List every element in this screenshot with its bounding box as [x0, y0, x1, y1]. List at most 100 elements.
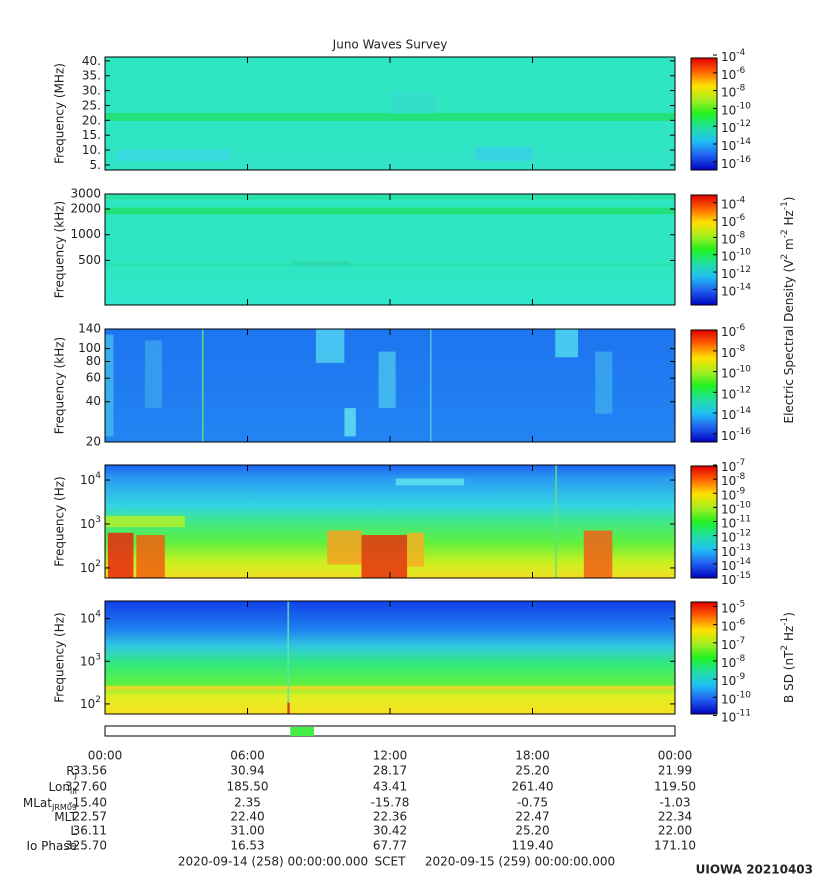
- y-tick-label: 10.: [82, 143, 101, 157]
- y-tick-label: 15.: [82, 128, 101, 142]
- colorbar-tick-label: 10-14: [721, 556, 751, 572]
- ephemeris-label: L: [70, 824, 77, 838]
- ephemeris-label-base: R: [66, 764, 74, 778]
- y-axis-label: Frequency (kHz): [53, 201, 67, 298]
- ephemeris-value: 327.60: [65, 780, 107, 794]
- colorbar-tick-label: 10-10: [721, 247, 751, 263]
- y-tick-label: 102: [80, 694, 101, 710]
- spectrogram-feature: [287, 702, 290, 714]
- spectrogram-feature: [475, 147, 533, 161]
- colorbar-tick-label: 10-15: [721, 571, 751, 587]
- spectrogram-feature: [361, 535, 408, 578]
- colorbar-tick-label-base: 10: [721, 710, 736, 724]
- colorbar-tick-label-base: 10: [721, 488, 736, 502]
- colorbar-label-part: Hz: [782, 626, 796, 645]
- colorbar-tick-label-base: 10: [721, 232, 736, 246]
- ephemeris-value: 28.17: [373, 764, 407, 778]
- spectrogram-feature: [583, 530, 613, 578]
- ephemeris-value: -1.03: [659, 796, 690, 810]
- spectrogram-feature: [287, 601, 290, 714]
- colorbar-tick-label-sup: -11: [736, 708, 751, 718]
- colorbar-tick-label: 10-10: [721, 690, 751, 706]
- spectrogram-feature: [144, 340, 162, 409]
- y-tick-label-sup: 2: [95, 558, 101, 568]
- colorbar-tick-label: 10-12: [721, 385, 751, 401]
- y-tick-label-base: 10.: [82, 143, 101, 157]
- colorbar-label-sup: -1: [780, 617, 790, 626]
- colorbar-tick-label-base: 10: [721, 366, 736, 380]
- colorbar-tick-label: 10-14: [721, 282, 751, 298]
- y-tick-label: 102: [80, 558, 101, 574]
- colorbar-tick-label: 10-12: [721, 528, 751, 544]
- y-tick-label: 104: [80, 471, 101, 487]
- y-tick-label-base: 5.: [90, 157, 101, 171]
- spectrogram-feature: [429, 329, 432, 442]
- y-tick-label: 25.: [82, 98, 101, 112]
- ephemeris-label: RJ: [66, 764, 77, 780]
- colorbar-tick-label-base: 10: [721, 692, 736, 706]
- ephemeris-label-base: L: [70, 824, 77, 838]
- ephemeris-value: 119.40: [512, 839, 554, 853]
- ephemeris-label-base: Lon: [49, 780, 70, 794]
- colorbar-tick-label-base: 10: [721, 156, 736, 170]
- y-tick-label: 40.: [82, 53, 101, 67]
- y-tick-label: 140: [78, 322, 101, 336]
- colorbar-tick-label-sup: -5: [736, 599, 745, 609]
- ephemeris-value: 22.57: [73, 810, 107, 824]
- colorbar-tick-label-base: 10: [721, 85, 736, 99]
- ephemeris-value: -15.78: [371, 796, 410, 810]
- ephemeris-label: LonIII: [49, 780, 78, 796]
- colorbar: [690, 194, 718, 306]
- ephemeris-value: 31.00: [230, 824, 264, 838]
- colorbar-tick-label: 10-6: [721, 323, 746, 339]
- y-tick-label-base: 10: [80, 654, 95, 668]
- y-tick-label-base: 10: [80, 560, 95, 574]
- y-axis-label: Frequency (kHz): [53, 337, 67, 434]
- colorbar-tick-label-base: 10: [721, 197, 736, 211]
- colorbar-tick-label-base: 10: [721, 558, 736, 572]
- colorbar-tick-label-sup: -13: [736, 542, 751, 552]
- colorbar-tick-label: 10-9: [721, 486, 746, 502]
- spectrogram-feature: [201, 329, 204, 442]
- ephemeris-value: 22.34: [658, 810, 692, 824]
- colorbar-tick-label: 10-5: [721, 599, 745, 615]
- y-tick-label-sup: 2: [95, 694, 101, 704]
- spectrogram-feature: [555, 465, 558, 578]
- colorbar: [690, 329, 718, 443]
- y-tick-label-base: 20.: [82, 113, 101, 127]
- colorbar-tick-label-base: 10: [721, 121, 736, 135]
- ephemeris-label: MLatJRM09: [23, 796, 77, 812]
- ephemeris-value: 67.77: [373, 839, 407, 853]
- ephemeris-value: 22.40: [230, 810, 264, 824]
- spectrogram-feature: [107, 532, 134, 578]
- y-tick-label-base: 30.: [82, 83, 101, 97]
- colorbar-tick-label-sup: -16: [736, 426, 751, 436]
- y-tick-label-base: 10: [80, 696, 95, 710]
- colorbar-tick-label-base: 10: [721, 460, 736, 474]
- ephemeris-value: 22.00: [658, 824, 692, 838]
- colorbar-tick-label-sup: -9: [736, 672, 745, 682]
- colorbar-tick-label: 10-8: [721, 83, 746, 99]
- ephemeris-value: 119.50: [654, 780, 696, 794]
- spectrogram: [105, 601, 675, 714]
- y-tick-label-base: 40.: [82, 53, 101, 67]
- ephemeris-value: 25.20: [515, 824, 549, 838]
- spectrogram-feature: [315, 329, 345, 363]
- footer-start: 2020-09-14 (258) 00:00:00.000: [178, 855, 368, 869]
- colorbar-tick-label: 10-6: [721, 617, 746, 633]
- ephemeris-value: 36.11: [73, 824, 107, 838]
- colorbar-tick-label-base: 10: [721, 408, 736, 422]
- colorbar-tick-label-base: 10: [721, 544, 736, 558]
- ephemeris-value: 25.20: [515, 764, 549, 778]
- colorbar-tick-label: 10-11: [721, 514, 751, 530]
- colorbar-label: B SD (nT2 Hz-1): [780, 612, 796, 703]
- colorbar-label-part: B SD (nT: [782, 650, 796, 703]
- colorbar-tick-label-sup: -16: [736, 154, 751, 164]
- ephemeris-label-base: MLat: [23, 796, 52, 810]
- colorbar-tick-label-base: 10: [721, 215, 736, 229]
- colorbar-tick-label-base: 10: [721, 530, 736, 544]
- spectrogram-feature: [116, 149, 231, 161]
- colorbar-tick-label: 10-8: [721, 343, 746, 359]
- colorbar-tick-label: 10-6: [721, 213, 746, 229]
- colorbar-tick-label: 10-14: [721, 137, 751, 153]
